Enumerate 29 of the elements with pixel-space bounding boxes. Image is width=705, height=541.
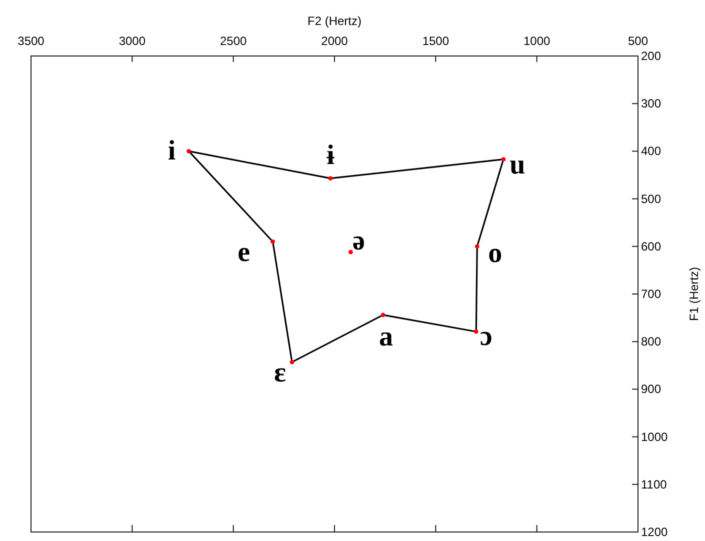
annotation: i [168,136,176,167]
x-tick-label: 500 [628,34,648,48]
x-tick-label: 2000 [321,34,348,48]
y-tick-label: 500 [641,192,662,206]
annotation: o [488,238,502,269]
x-tick-label: 1500 [422,34,450,48]
y-tick-label: 600 [641,239,662,254]
x-tick-label: 1000 [523,34,551,48]
x-axis-title: F2 (Hertz) [308,14,362,28]
y-tick-label: 900 [641,382,662,396]
y-tick-label: 1000 [641,430,668,444]
y-tick-label: 200 [641,49,662,63]
annotation: u [510,150,526,181]
y-tick-label: 400 [641,144,662,158]
y-tick-label: 1200 [641,525,668,539]
y-tick-label: 1100 [641,477,668,492]
annotation: a [379,321,394,352]
y-tick-label: 800 [641,334,662,349]
annotation: ɔ [480,321,492,352]
y-tick-label: 300 [641,96,662,111]
x-tick-label: 2500 [220,34,248,48]
y-tick-label: 700 [641,287,662,301]
annotation: ɛ [274,358,286,389]
annotation: ə [352,226,365,257]
x-tick-label: 3000 [118,34,146,48]
y-axis-title: F1 (Hertz) [687,266,701,321]
annotation: ɨ [326,140,335,171]
annotation: e [238,237,250,268]
x-tick-label: 3500 [18,34,45,48]
